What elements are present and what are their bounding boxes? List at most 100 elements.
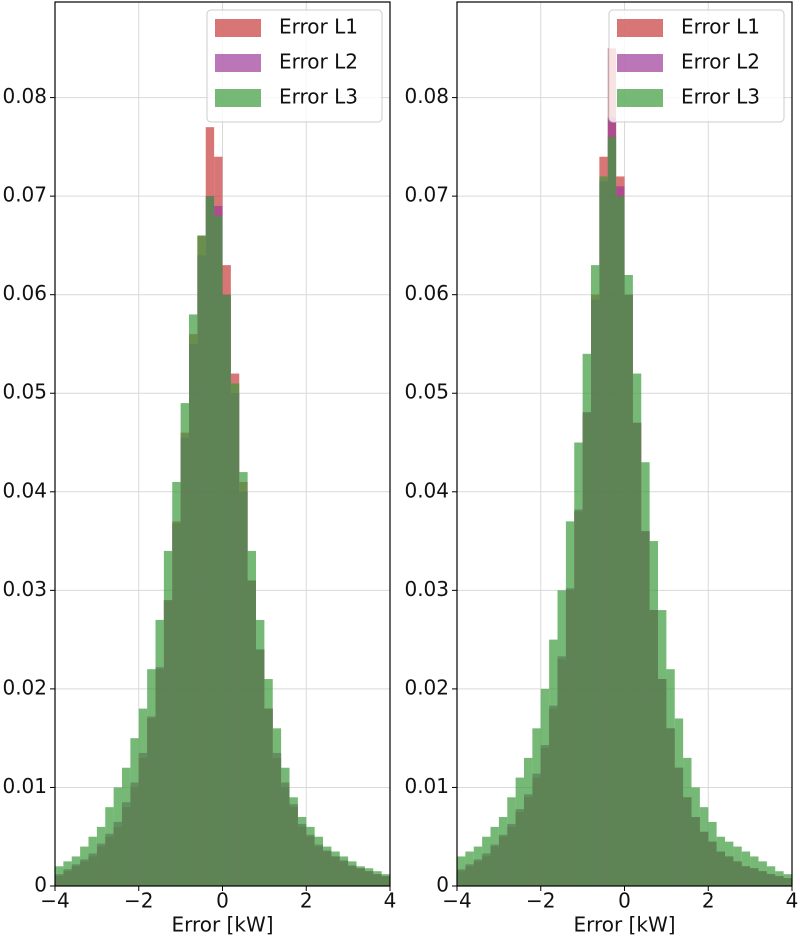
bar (699, 807, 709, 886)
bar (649, 541, 658, 886)
panel: 0 0.01 0.02 0.03 0.04 0.05 0.06 0.07 0.08 −4 −2 0 2 4… (2, 1, 397, 937)
bar (339, 856, 349, 886)
y-tick-label: 0.06 (404, 281, 449, 305)
axes-frame (456, 1, 793, 887)
bar (80, 846, 89, 886)
bar (658, 610, 667, 886)
x-tick-label: 4 (384, 889, 397, 913)
legend-label: Error L2 (681, 50, 760, 74)
legend-label: Error L1 (279, 15, 358, 39)
x-axis-label: Error [kW] (573, 913, 675, 937)
bar (691, 787, 700, 886)
x-axis-label: Error [kW] (171, 913, 273, 937)
legend-swatch (215, 89, 261, 107)
bar (247, 550, 256, 886)
bar (565, 521, 575, 886)
bar (105, 807, 114, 886)
bar (122, 767, 131, 886)
y-tick-label: 0.03 (404, 577, 449, 601)
bar (230, 383, 240, 886)
bar (138, 708, 148, 886)
bar (364, 868, 374, 886)
legend-swatch (215, 54, 261, 72)
bar (733, 846, 742, 886)
axes-frame (54, 1, 391, 887)
bar (197, 235, 206, 887)
y-tick-label: 0.07 (2, 183, 47, 207)
bar (683, 757, 692, 886)
bar (716, 836, 725, 886)
bar (281, 767, 290, 886)
legend-swatch (617, 54, 663, 72)
bar (591, 265, 600, 886)
bar (88, 836, 97, 886)
bar (783, 874, 792, 886)
y-tick-label: 0.02 (404, 675, 449, 699)
legend-swatch (617, 19, 663, 37)
bar (205, 196, 215, 887)
bar (532, 728, 541, 886)
y-tick-label: 0.04 (404, 478, 449, 502)
bar (96, 826, 106, 886)
bar (214, 215, 223, 886)
y-tick-label: 0.04 (2, 478, 47, 502)
legend-label: Error L2 (279, 50, 358, 74)
y-tick-label: 0.05 (404, 380, 449, 404)
bar (323, 846, 332, 886)
bar (264, 679, 273, 886)
bar (457, 856, 466, 886)
y-tick-label: 0 (436, 873, 449, 897)
x-tick-label: 0 (618, 889, 631, 913)
y-tick-label: 0.03 (2, 577, 47, 601)
bar (741, 851, 751, 886)
bar (515, 777, 524, 886)
x-tick-label: 2 (702, 889, 715, 913)
bar (465, 851, 474, 886)
x-tick-label: −4 (40, 889, 69, 913)
y-tick-label: 0.05 (2, 380, 47, 404)
y-tick-label: 0.08 (404, 84, 449, 108)
legend-label: Error L1 (681, 15, 760, 39)
bar (289, 797, 298, 886)
bar (557, 590, 566, 886)
bar (582, 353, 591, 887)
bar (306, 826, 315, 886)
bar (775, 871, 784, 886)
bar (574, 442, 583, 886)
bar (482, 836, 491, 886)
bar (147, 669, 156, 886)
bar (63, 861, 72, 886)
bar (549, 639, 558, 886)
bar (616, 196, 625, 887)
bar (507, 797, 516, 886)
bar (113, 787, 122, 886)
legend-label: Error L3 (681, 85, 760, 109)
bar (189, 314, 198, 887)
bar (524, 757, 533, 886)
bar (163, 550, 173, 886)
bar (256, 619, 265, 886)
bar (766, 866, 776, 886)
x-tick-label: 0 (216, 889, 229, 913)
bar (666, 669, 675, 886)
bar (172, 481, 181, 886)
bar (381, 874, 390, 886)
bar (599, 176, 608, 886)
x-tick-label: −2 (124, 889, 153, 913)
bar (297, 817, 307, 886)
legend-swatch (215, 19, 261, 37)
bar (725, 841, 734, 886)
bar (239, 472, 248, 886)
bar (473, 846, 483, 886)
bar (314, 836, 323, 886)
x-tick-label: 2 (300, 889, 313, 913)
bar (331, 851, 340, 886)
x-tick-label: −2 (526, 889, 555, 913)
y-tick-label: 0.02 (2, 675, 47, 699)
y-tick-label: 0.06 (2, 281, 47, 305)
bar (356, 866, 365, 886)
bar (130, 738, 139, 886)
y-tick-label: 0.08 (2, 84, 47, 108)
y-tick-label: 0.07 (404, 183, 449, 207)
